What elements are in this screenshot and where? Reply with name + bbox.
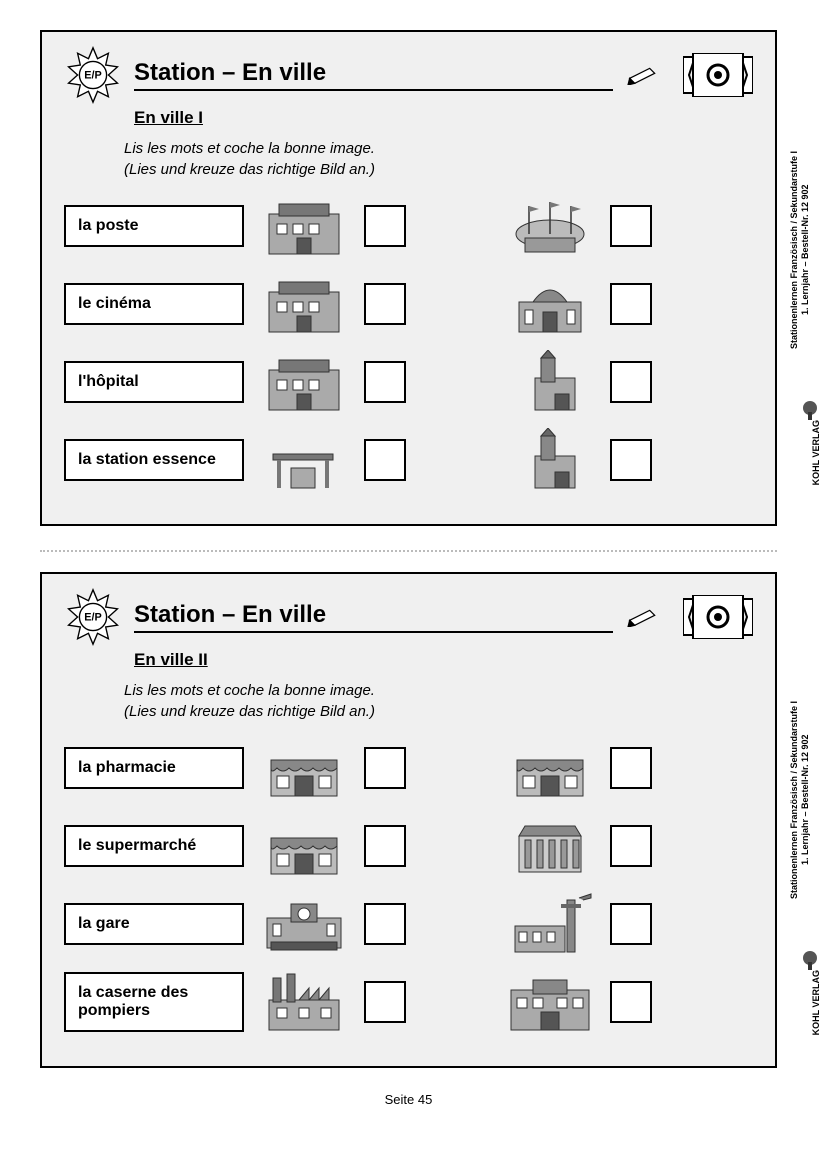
pencil-icon [625, 607, 661, 627]
exercise-row: la pharmacie [64, 736, 753, 800]
word-box: le supermarché [64, 825, 244, 867]
exercise-rows: la poste le cinéma l'hôpital la station … [64, 194, 753, 492]
instruction-de: (Lies und kreuze das richtige Bild an.) [124, 161, 753, 178]
building-image [504, 970, 596, 1034]
building-image [258, 814, 350, 878]
instruction-fr: Lis les mots et coche la bonne image. [124, 682, 753, 699]
building-image [504, 892, 596, 956]
building-image [258, 194, 350, 258]
building-image [504, 350, 596, 414]
instruction-de: (Lies und kreuze das richtige Bild an.) [124, 703, 753, 720]
publisher-label: KOHL VERLAG [811, 970, 821, 1035]
checkbox[interactable] [364, 825, 406, 867]
building-image [258, 428, 350, 492]
building-image [504, 814, 596, 878]
tree-icon [799, 950, 821, 972]
sun-badge-icon: E/P [64, 46, 122, 104]
building-image [504, 736, 596, 800]
station-title: Station – En ville [134, 601, 613, 633]
target-ribbon-icon [683, 595, 753, 639]
building-image [258, 970, 350, 1034]
word-box: la gare [64, 903, 244, 945]
checkbox[interactable] [610, 981, 652, 1023]
subtitle: En ville II [134, 650, 753, 670]
exercise-row: la caserne des pompiers [64, 970, 753, 1034]
checkbox[interactable] [610, 283, 652, 325]
checkbox[interactable] [610, 205, 652, 247]
checkbox[interactable] [610, 825, 652, 867]
word-box: la poste [64, 205, 244, 247]
building-image [258, 350, 350, 414]
target-ribbon-icon [683, 53, 753, 97]
subtitle: En ville I [134, 108, 753, 128]
checkbox[interactable] [364, 361, 406, 403]
side-label: Stationenlernen Französisch / Sekundarst… [789, 120, 819, 380]
exercise-row: le cinéma [64, 272, 753, 336]
checkbox[interactable] [364, 903, 406, 945]
word-box: la station essence [64, 439, 244, 481]
building-image [258, 272, 350, 336]
checkbox[interactable] [364, 981, 406, 1023]
checkbox[interactable] [364, 283, 406, 325]
badge-text: E/P [84, 612, 102, 624]
checkbox[interactable] [610, 361, 652, 403]
exercise-rows: la pharmacie le supermarché la gare la c… [64, 736, 753, 1034]
exercise-row: la poste [64, 194, 753, 258]
building-image [504, 272, 596, 336]
building-image [258, 892, 350, 956]
instruction-fr: Lis les mots et coche la bonne image. [124, 140, 753, 157]
checkbox[interactable] [610, 903, 652, 945]
word-box: le cinéma [64, 283, 244, 325]
pencil-icon [625, 65, 661, 85]
checkbox[interactable] [610, 439, 652, 481]
worksheet-card-1: E/P Station – En ville En ville I Lis le… [40, 30, 777, 526]
sun-badge-icon: E/P [64, 588, 122, 646]
tree-icon [799, 400, 821, 422]
publisher-label: KOHL VERLAG [811, 420, 821, 485]
word-box: l'hôpital [64, 361, 244, 403]
checkbox[interactable] [364, 747, 406, 789]
exercise-row: la station essence [64, 428, 753, 492]
badge-text: E/P [84, 70, 102, 82]
station-title: Station – En ville [134, 59, 613, 91]
page-number: Seite 45 [40, 1092, 777, 1107]
word-box: la pharmacie [64, 747, 244, 789]
exercise-row: la gare [64, 892, 753, 956]
checkbox[interactable] [364, 439, 406, 481]
word-box: la caserne des pompiers [64, 972, 244, 1032]
building-image [504, 194, 596, 258]
exercise-row: l'hôpital [64, 350, 753, 414]
divider [40, 550, 777, 552]
building-image [504, 428, 596, 492]
card-header: E/P Station – En ville [64, 588, 753, 646]
side-label: Stationenlernen Französisch / Sekundarst… [789, 670, 819, 930]
card-header: E/P Station – En ville [64, 46, 753, 104]
checkbox[interactable] [364, 205, 406, 247]
checkbox[interactable] [610, 747, 652, 789]
exercise-row: le supermarché [64, 814, 753, 878]
building-image [258, 736, 350, 800]
worksheet-card-2: E/P Station – En ville En ville II Lis l… [40, 572, 777, 1068]
